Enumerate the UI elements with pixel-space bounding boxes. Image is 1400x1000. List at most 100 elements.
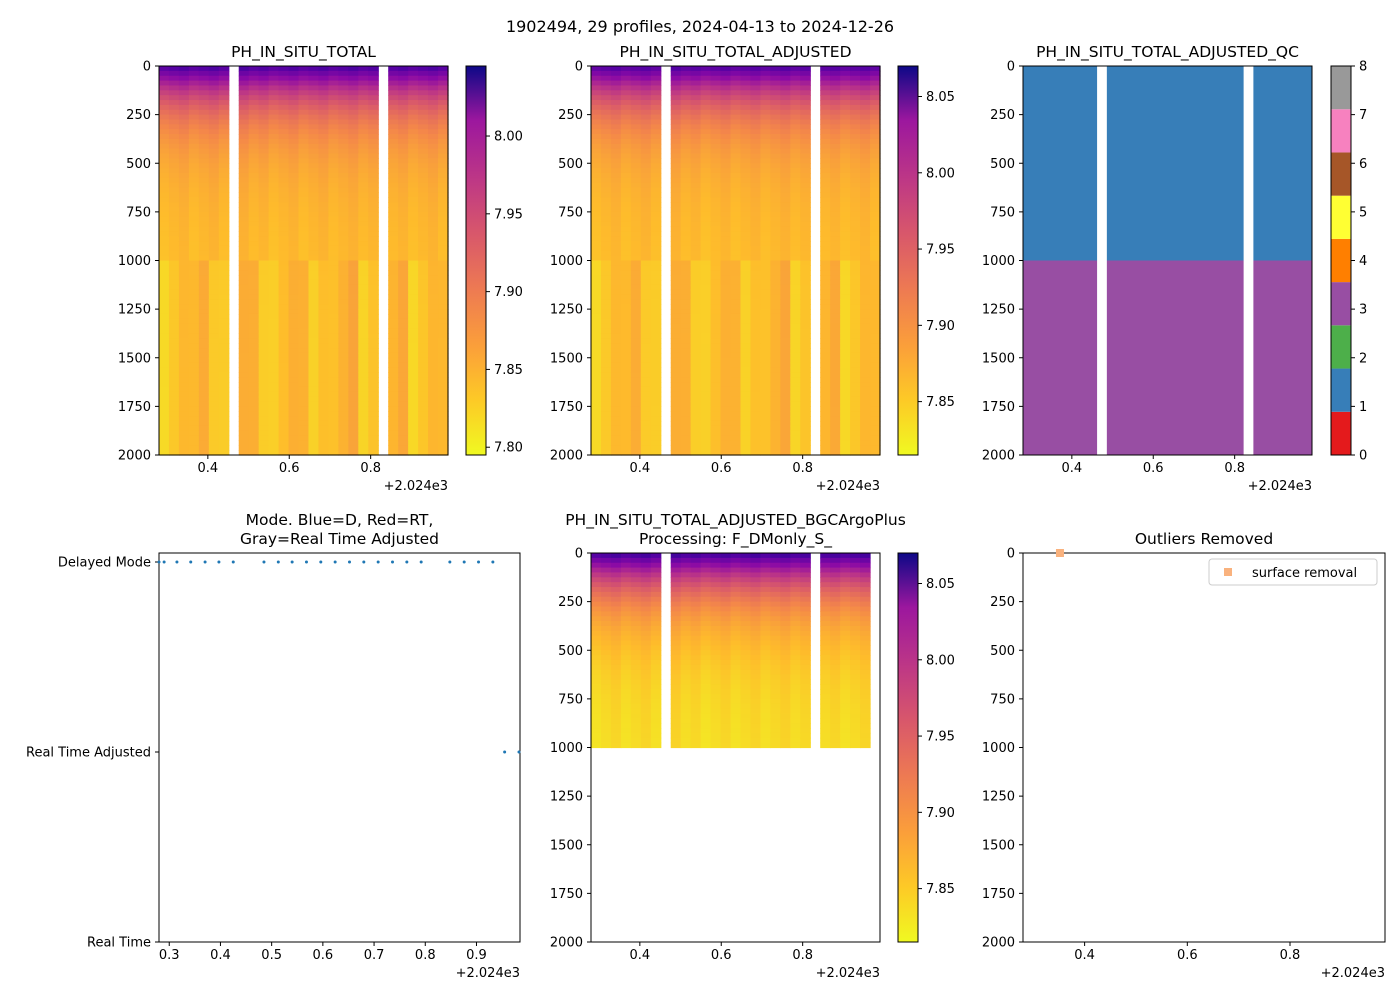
heatmap-cell bbox=[670, 645, 682, 651]
heatmap-cell bbox=[418, 148, 429, 155]
heatmap-cell bbox=[198, 85, 210, 91]
heatmap-cell bbox=[790, 265, 801, 271]
heatmap-cell bbox=[278, 114, 290, 121]
heatmap-cell bbox=[591, 362, 602, 369]
heatmap-cell bbox=[770, 158, 781, 164]
heatmap-cell bbox=[710, 109, 722, 116]
heatmap-cell bbox=[408, 158, 419, 164]
heatmap-cell bbox=[620, 367, 632, 373]
heatmap-cell bbox=[368, 90, 379, 96]
heatmap-cell bbox=[620, 260, 632, 266]
heatmap-cell bbox=[318, 260, 330, 266]
heatmap-cell bbox=[610, 669, 622, 676]
heatmap-cell bbox=[408, 416, 419, 422]
heatmap-cell bbox=[288, 245, 300, 252]
heatmap-cell bbox=[710, 323, 722, 330]
heatmap-cell bbox=[208, 226, 220, 232]
heatmap-cell bbox=[218, 445, 230, 451]
heatmap-cell bbox=[358, 143, 369, 150]
heatmap-cell bbox=[740, 211, 752, 218]
heatmap-cell bbox=[338, 416, 349, 422]
heatmap-cell bbox=[328, 313, 339, 320]
heatmap-cell bbox=[800, 338, 811, 344]
heatmap-cell bbox=[830, 129, 841, 135]
heatmap-cell bbox=[640, 430, 652, 437]
heatmap-cell bbox=[298, 104, 310, 111]
heatmap-cell bbox=[670, 265, 682, 271]
heatmap-cell bbox=[840, 270, 851, 276]
heatmap-cell bbox=[159, 221, 170, 228]
heatmap-cell bbox=[408, 236, 419, 242]
heatmap-cell bbox=[620, 582, 632, 588]
heatmap-cell bbox=[428, 416, 439, 422]
heatmap-cell bbox=[178, 270, 190, 276]
heatmap-cell bbox=[438, 138, 449, 145]
heatmap-cell bbox=[820, 445, 831, 451]
heatmap-cell bbox=[159, 265, 170, 271]
heatmap-cell bbox=[591, 294, 602, 300]
heatmap-cell bbox=[591, 664, 602, 671]
heatmap-cell bbox=[418, 435, 429, 442]
heatmap-cell bbox=[238, 187, 250, 194]
heatmap-cell bbox=[850, 445, 861, 451]
heatmap-cell bbox=[438, 318, 449, 325]
heatmap-cell bbox=[208, 328, 220, 335]
heatmap-cell bbox=[770, 430, 781, 437]
heatmap-cell bbox=[358, 119, 369, 125]
heatmap-cell bbox=[770, 221, 781, 228]
heatmap-cell bbox=[720, 416, 732, 422]
heatmap-cell bbox=[690, 591, 702, 598]
heatmap-cell bbox=[870, 192, 881, 198]
heatmap-cell bbox=[650, 450, 662, 456]
heatmap-cell bbox=[398, 143, 409, 150]
heatmap-cell bbox=[348, 134, 359, 140]
heatmap-cell bbox=[830, 70, 841, 77]
heatmap-cell bbox=[670, 562, 682, 569]
heatmap-cell bbox=[850, 109, 861, 116]
heatmap-cell bbox=[288, 425, 300, 432]
heatmap-cell bbox=[870, 450, 881, 456]
heatmap-cell bbox=[198, 119, 210, 125]
heatmap-cell bbox=[710, 343, 722, 349]
heatmap-cell bbox=[640, 664, 652, 671]
heatmap-cell bbox=[288, 192, 300, 198]
heatmap-cell bbox=[328, 114, 339, 121]
heatmap-cell bbox=[328, 333, 339, 339]
heatmap-cell bbox=[288, 450, 300, 456]
heatmap-cell bbox=[328, 236, 339, 242]
heatmap-cell bbox=[730, 207, 742, 213]
heatmap-cell bbox=[780, 124, 791, 130]
heatmap-cell bbox=[780, 109, 791, 116]
heatmap-cell bbox=[388, 270, 399, 276]
heatmap-cell bbox=[630, 718, 642, 724]
heatmap-cell bbox=[278, 245, 290, 252]
heatmap-cell bbox=[358, 318, 369, 325]
heatmap-cell bbox=[620, 245, 632, 252]
heatmap-cell bbox=[258, 100, 270, 106]
heatmap-cell bbox=[388, 134, 399, 140]
heatmap-cell bbox=[591, 596, 602, 603]
heatmap-cell bbox=[600, 577, 612, 583]
heatmap-cell bbox=[870, 338, 881, 344]
heatmap-cell bbox=[800, 318, 811, 325]
heatmap-cell bbox=[288, 236, 300, 242]
heatmap-cell bbox=[690, 694, 702, 700]
heatmap-cell bbox=[248, 299, 260, 305]
heatmap-cell bbox=[830, 241, 841, 247]
heatmap-cell bbox=[670, 318, 682, 325]
heatmap-cell bbox=[428, 216, 439, 223]
heatmap-cell bbox=[740, 343, 752, 349]
heatmap-cell bbox=[308, 304, 320, 310]
heatmap-cell bbox=[168, 221, 180, 228]
heatmap-cell bbox=[710, 425, 722, 432]
heatmap-cell bbox=[418, 129, 429, 135]
heatmap-cell bbox=[408, 221, 419, 228]
heatmap-cell bbox=[358, 260, 369, 266]
heatmap-cell bbox=[800, 192, 811, 198]
heatmap-cell bbox=[328, 187, 339, 194]
heatmap-cell bbox=[398, 90, 409, 96]
heatmap-cell bbox=[850, 304, 861, 310]
heatmap-cell bbox=[318, 275, 330, 281]
figure-suptitle: 1902494, 29 profiles, 2024-04-13 to 2024… bbox=[506, 17, 894, 36]
heatmap-cell bbox=[591, 80, 602, 87]
